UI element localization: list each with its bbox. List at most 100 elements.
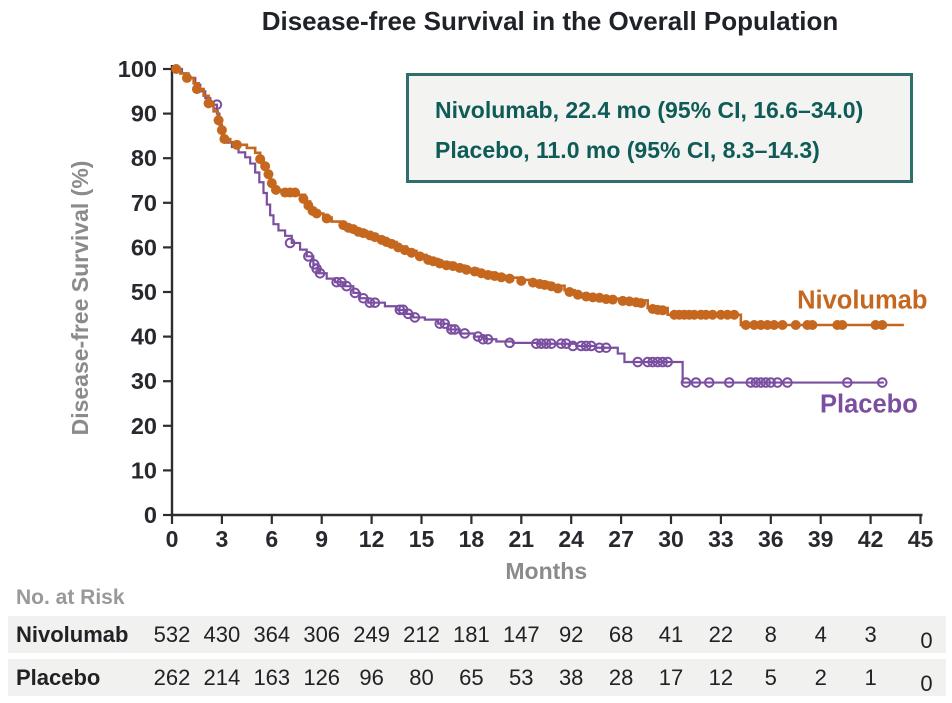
censor-mark-nivolumab	[290, 187, 301, 198]
censor-mark-placebo	[504, 337, 515, 349]
censor-mark-placebo	[750, 377, 762, 388]
x-tick-label: 3	[216, 526, 229, 552]
risk-count: 0	[920, 671, 933, 696]
y-tick-label: 70	[131, 190, 157, 216]
censor-mark-placebo	[662, 356, 673, 368]
risk-count: 38	[558, 665, 584, 690]
censor-mark-nivolumab	[707, 309, 718, 320]
censor-mark-placebo	[314, 267, 326, 279]
risk-count: 68	[608, 622, 634, 647]
risk-row-stripe	[8, 616, 946, 653]
risk-count: 1	[864, 665, 877, 690]
censor-mark-placebo	[876, 377, 888, 388]
censor-mark-placebo	[580, 340, 592, 352]
censor-mark-placebo	[560, 338, 572, 350]
censor-mark-placebo	[545, 338, 557, 350]
y-tick-label: 30	[131, 368, 157, 394]
censor-mark-nivolumab	[263, 169, 274, 180]
risk-count: 532	[153, 622, 191, 647]
censor-mark-placebo	[842, 377, 853, 388]
median-survival-legend: Nivolumab, 22.4 mo (95% CI, 16.6–34.0) P…	[406, 73, 913, 183]
y-tick-label: 90	[131, 101, 157, 127]
censor-mark-placebo	[394, 304, 406, 316]
risk-count: 430	[203, 622, 241, 647]
censor-mark-placebo	[600, 342, 612, 354]
censor-mark-nivolumab	[516, 275, 527, 286]
censor-mark-placebo	[765, 377, 777, 388]
risk-count: 0	[920, 628, 933, 653]
censor-mark-nivolumab	[321, 213, 332, 224]
risk-count: 4	[814, 622, 827, 647]
censor-mark-placebo	[594, 342, 605, 354]
y-tick-label: 0	[144, 502, 157, 528]
censor-mark-placebo	[652, 356, 663, 368]
censor-mark-placebo	[680, 377, 692, 388]
risk-count: 41	[658, 622, 684, 647]
censor-mark-nivolumab	[213, 115, 224, 126]
x-tick-label: 12	[359, 526, 385, 552]
censor-mark-placebo	[459, 328, 471, 339]
risk-count: 306	[303, 622, 341, 647]
censor-mark-placebo	[540, 338, 552, 350]
censor-mark-nivolumab	[255, 154, 266, 165]
censor-mark-nivolumab	[406, 247, 417, 258]
censor-mark-nivolumab	[657, 305, 668, 316]
x-tick-label: 39	[808, 526, 834, 552]
censor-mark-placebo	[434, 318, 446, 329]
x-tick-label: 15	[409, 526, 435, 552]
risk-count: 28	[608, 665, 634, 690]
risk-count: 262	[153, 665, 191, 690]
x-tick-label: 18	[459, 526, 485, 552]
y-axis-title: Disease-free Survival (%)	[67, 161, 93, 436]
x-tick-label: 42	[858, 526, 884, 552]
censor-mark-nivolumab	[740, 320, 751, 331]
risk-row-stripe	[8, 659, 946, 696]
censor-mark-nivolumab	[607, 294, 618, 305]
censor-mark-nivolumab	[504, 273, 515, 284]
censor-mark-placebo	[331, 276, 342, 288]
censor-mark-nivolumab	[171, 64, 182, 74]
censor-mark-nivolumab	[414, 251, 425, 262]
censor-mark-placebo	[575, 340, 587, 352]
censor-mark-placebo	[284, 237, 296, 249]
censor-mark-nivolumab	[729, 309, 740, 320]
censor-mark-placebo	[369, 297, 381, 309]
risk-row-label-nivolumab: Nivolumab	[16, 622, 129, 647]
censor-mark-nivolumab	[216, 125, 227, 136]
y-tick-label: 50	[131, 279, 157, 305]
risk-count: 163	[253, 665, 291, 690]
x-tick-label: 6	[265, 526, 278, 552]
chart-title: Disease-free Survival in the Overall Pop…	[261, 6, 839, 36]
censor-mark-nivolumab	[790, 320, 801, 331]
x-tick-label: 0	[166, 526, 179, 552]
y-tick-label: 80	[131, 145, 157, 171]
x-tick-label: 24	[558, 526, 584, 552]
censor-mark-nivolumab	[552, 283, 563, 294]
risk-count: 17	[658, 665, 684, 690]
censor-mark-placebo	[341, 280, 352, 292]
censor-mark-nivolumab	[777, 320, 788, 331]
censor-mark-placebo	[642, 356, 654, 368]
censor-mark-placebo	[755, 377, 767, 388]
x-tick-label: 30	[658, 526, 684, 552]
censor-mark-nivolumab	[191, 84, 202, 95]
censor-mark-nivolumab	[260, 161, 271, 172]
censor-mark-placebo	[446, 324, 457, 335]
y-tick-label: 100	[118, 56, 157, 82]
risk-count: 214	[203, 665, 241, 690]
y-tick-label: 40	[131, 324, 157, 350]
y-tick-label: 20	[131, 413, 157, 439]
risk-count: 22	[708, 622, 734, 647]
censor-mark-nivolumab	[877, 320, 888, 331]
risk-count: 181	[453, 622, 490, 647]
censor-mark-placebo	[723, 377, 735, 388]
risk-count: 364	[253, 622, 291, 647]
risk-count: 212	[403, 622, 440, 647]
risk-count: 53	[509, 665, 534, 690]
censor-mark-nivolumab	[837, 320, 848, 331]
censor-mark-nivolumab	[636, 298, 647, 309]
censor-mark-nivolumab	[461, 264, 472, 275]
x-tick-label: 21	[509, 526, 535, 552]
